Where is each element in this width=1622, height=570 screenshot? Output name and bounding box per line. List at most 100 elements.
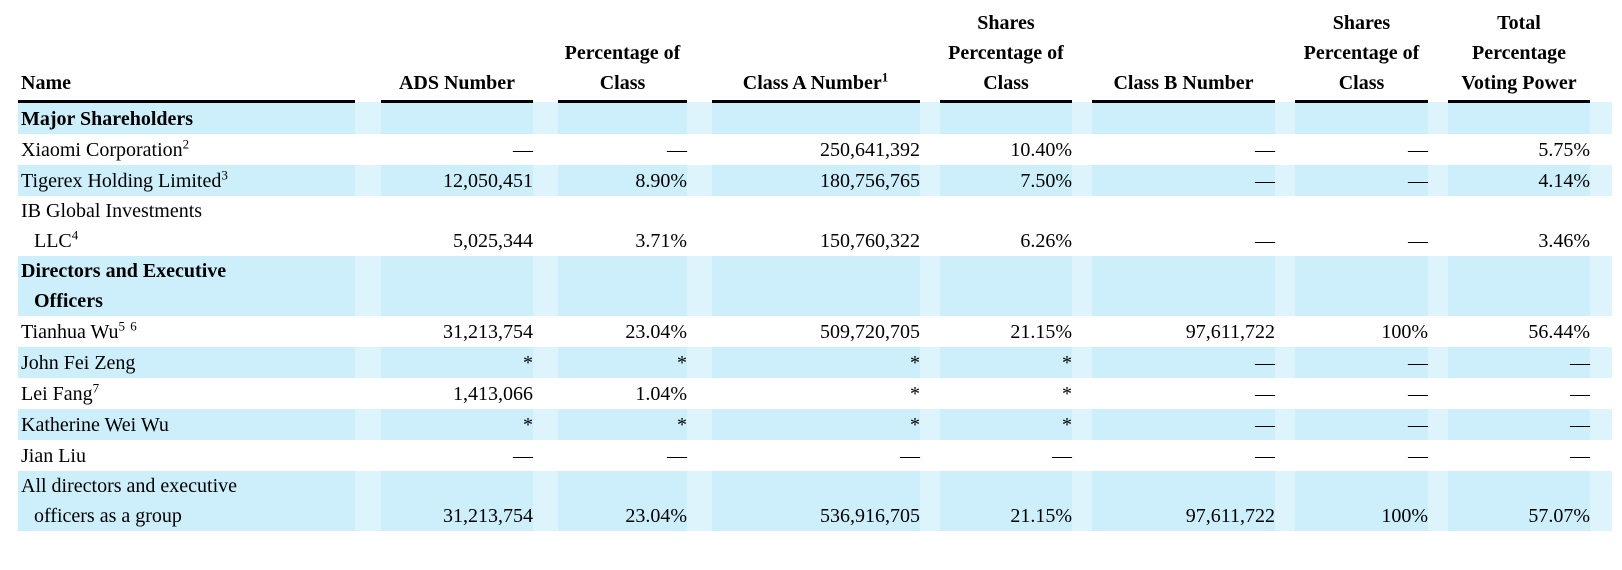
header-spacer	[1072, 8, 1092, 102]
spacer-cell	[1072, 134, 1092, 165]
cell-class-b-shares-pct: —	[1408, 445, 1428, 467]
cell-class-a-number: 509,720,705	[820, 321, 920, 343]
spacer-cell	[1428, 409, 1448, 440]
spacer-cell	[1072, 378, 1092, 409]
spacer-cell	[920, 440, 940, 471]
spacer-cell	[533, 165, 558, 196]
cell-ads-pct-of-class: 8.90%	[558, 165, 687, 196]
header-spacer	[1590, 8, 1612, 102]
spacer-cell	[1072, 409, 1092, 440]
cell-total-voting-power: —	[1570, 383, 1590, 405]
spacer-cell	[1428, 440, 1448, 471]
row-name: Lei Fang7	[21, 380, 101, 405]
spacer-cell	[1275, 196, 1295, 256]
cell-ads-pct-of-class: *	[558, 347, 687, 378]
cell-class-a-number	[712, 101, 920, 134]
spacer-cell	[533, 440, 558, 471]
spacer-cell	[533, 196, 558, 256]
spacer-cell	[1590, 196, 1612, 256]
header-spacer	[920, 8, 940, 102]
cell-class-b-shares-pct: —	[1408, 230, 1428, 252]
spacer-cell	[355, 316, 381, 347]
column-header-ads-number: ADS Number	[381, 8, 533, 103]
cell-class-a-shares-pct	[940, 256, 1072, 316]
spacer-cell	[1428, 101, 1448, 134]
spacer-cell	[1428, 378, 1448, 409]
spacer-cell	[533, 471, 558, 531]
cell-ads-number: 5,025,344	[453, 230, 533, 252]
spacer-cell	[920, 101, 940, 134]
row-name: Major Shareholders	[18, 101, 355, 134]
row-name: John Fei Zeng	[18, 347, 355, 378]
spacer-cell	[687, 134, 712, 165]
cell-class-b-number: —	[1092, 409, 1275, 440]
spacer-cell	[355, 471, 381, 531]
table-row: Xiaomi Corporation2 — — 250,641,392 10.40% — —…	[18, 134, 1612, 165]
cell-class-a-number: —	[900, 445, 920, 467]
cell-ads-number: 31,213,754	[443, 321, 533, 343]
spacer-cell	[1072, 101, 1092, 134]
row-name: Katherine Wei Wu	[18, 409, 355, 440]
spacer-cell	[1590, 256, 1612, 316]
spacer-cell	[1275, 409, 1295, 440]
shareholder-ownership-table: Name ADS Number Percentage of Class Class A …	[18, 8, 1612, 531]
table-row: Directors and Executive Officers	[18, 256, 1612, 316]
cell-class-a-shares-pct: —	[1052, 445, 1072, 467]
row-name: All directors and executive officers as a…	[18, 471, 355, 531]
cell-class-b-shares-pct	[1295, 256, 1428, 316]
cell-class-b-number: —	[1255, 230, 1275, 252]
header-spacer	[687, 8, 712, 102]
spacer-cell	[920, 378, 940, 409]
spacer-cell	[687, 196, 712, 256]
spacer-cell	[1275, 440, 1295, 471]
spacer-cell	[533, 101, 558, 134]
spacer-cell	[920, 134, 940, 165]
spacer-cell	[1590, 165, 1612, 196]
spacer-cell	[1590, 440, 1612, 471]
cell-total-voting-power: 56.44%	[1528, 321, 1590, 343]
spacer-cell	[687, 378, 712, 409]
cell-class-a-number: *	[712, 347, 920, 378]
spacer-cell	[1072, 316, 1092, 347]
cell-total-voting-power	[1448, 256, 1590, 316]
spacer-cell	[1275, 347, 1295, 378]
spacer-cell	[355, 378, 381, 409]
spacer-cell	[355, 409, 381, 440]
spacer-cell	[533, 134, 558, 165]
table-row: Katherine Wei Wu * * * * — — —	[18, 409, 1612, 440]
table-row: Lei Fang7 1,413,066 1.04% * * — — —	[18, 378, 1612, 409]
row-name: Directors and Executive Officers	[18, 256, 355, 316]
cell-ads-pct-of-class	[558, 256, 687, 316]
cell-class-a-shares-pct: *	[940, 347, 1072, 378]
footnote-marker: 2	[182, 136, 191, 152]
table-row: John Fei Zeng * * * * — — —	[18, 347, 1612, 378]
cell-ads-pct-of-class: 1.04%	[635, 383, 687, 405]
row-name: Jian Liu	[21, 445, 86, 467]
cell-class-a-shares-pct: 21.15%	[940, 471, 1072, 531]
header-spacer	[1275, 8, 1295, 102]
cell-class-b-number	[1092, 256, 1275, 316]
spacer-cell	[1428, 347, 1448, 378]
spacer-cell	[1428, 196, 1448, 256]
spacer-cell	[1590, 101, 1612, 134]
cell-class-a-number: *	[712, 409, 920, 440]
column-header-class-b-shares-pct: Shares Percentage of Class	[1295, 8, 1428, 103]
spacer-cell	[1590, 316, 1612, 347]
row-name: Tigerex Holding Limited3	[18, 165, 355, 196]
spacer-cell	[533, 316, 558, 347]
spacer-cell	[1428, 471, 1448, 531]
spacer-cell	[1590, 471, 1612, 531]
cell-ads-pct-of-class	[558, 101, 687, 134]
spacer-cell	[1428, 165, 1448, 196]
cell-class-b-shares-pct: —	[1408, 383, 1428, 405]
footnote-marker: 1	[881, 69, 890, 85]
spacer-cell	[1275, 134, 1295, 165]
spacer-cell	[920, 409, 940, 440]
spacer-cell	[533, 256, 558, 316]
row-name: Xiaomi Corporation2	[21, 136, 191, 161]
footnote-marker: 7	[92, 380, 101, 396]
spacer-cell	[687, 471, 712, 531]
cell-ads-number	[381, 256, 533, 316]
spacer-cell	[687, 256, 712, 316]
header-spacer	[355, 8, 381, 102]
